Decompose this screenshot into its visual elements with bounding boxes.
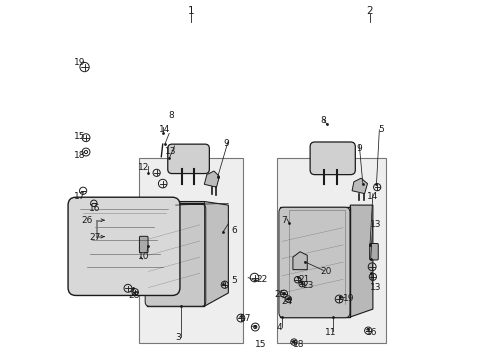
Text: 10: 10 — [138, 252, 149, 261]
Text: 2: 2 — [366, 6, 372, 16]
Text: 22: 22 — [256, 275, 267, 284]
Text: 9: 9 — [223, 139, 229, 148]
Text: 26: 26 — [81, 216, 93, 225]
Text: 1: 1 — [187, 6, 194, 16]
Text: 9: 9 — [356, 144, 362, 153]
FancyBboxPatch shape — [145, 204, 205, 306]
Polygon shape — [349, 205, 372, 317]
Text: 28: 28 — [128, 291, 140, 300]
Text: 15: 15 — [254, 340, 265, 349]
Text: 27: 27 — [89, 233, 100, 242]
Text: 15: 15 — [74, 132, 85, 141]
Text: 7: 7 — [281, 216, 286, 225]
Text: 4: 4 — [276, 323, 282, 332]
Text: 25: 25 — [273, 290, 285, 299]
Text: 5: 5 — [231, 276, 237, 285]
Text: 17: 17 — [74, 192, 85, 201]
Polygon shape — [204, 171, 219, 187]
Text: 16: 16 — [89, 204, 100, 213]
Text: 18: 18 — [293, 340, 304, 349]
FancyBboxPatch shape — [309, 142, 355, 175]
FancyBboxPatch shape — [139, 158, 242, 343]
Text: 18: 18 — [74, 151, 85, 160]
Text: 13: 13 — [369, 220, 380, 229]
Text: 19: 19 — [74, 58, 85, 67]
Text: 16: 16 — [366, 328, 377, 337]
Text: 8: 8 — [168, 111, 174, 120]
FancyBboxPatch shape — [167, 144, 209, 174]
Text: 17: 17 — [239, 314, 250, 323]
Text: 13: 13 — [165, 147, 176, 156]
Polygon shape — [175, 202, 228, 306]
Text: 11: 11 — [324, 328, 336, 337]
Text: 3: 3 — [175, 333, 181, 342]
Text: 12: 12 — [138, 163, 149, 172]
FancyBboxPatch shape — [278, 207, 349, 318]
Polygon shape — [147, 203, 204, 306]
Text: 8: 8 — [320, 116, 325, 125]
Text: 21: 21 — [297, 275, 309, 284]
Text: 23: 23 — [302, 281, 313, 290]
FancyBboxPatch shape — [139, 236, 148, 253]
Polygon shape — [280, 207, 349, 317]
Text: 20: 20 — [320, 267, 331, 276]
Text: 24: 24 — [281, 297, 292, 306]
FancyBboxPatch shape — [68, 197, 180, 296]
Text: 19: 19 — [342, 294, 353, 303]
Text: 5: 5 — [378, 125, 384, 134]
Polygon shape — [292, 252, 306, 270]
Text: 14: 14 — [159, 125, 170, 134]
Text: 13: 13 — [369, 283, 380, 292]
Polygon shape — [351, 178, 367, 194]
FancyBboxPatch shape — [276, 158, 386, 343]
FancyBboxPatch shape — [369, 243, 378, 260]
Text: 6: 6 — [231, 226, 237, 235]
Text: 14: 14 — [366, 192, 378, 201]
